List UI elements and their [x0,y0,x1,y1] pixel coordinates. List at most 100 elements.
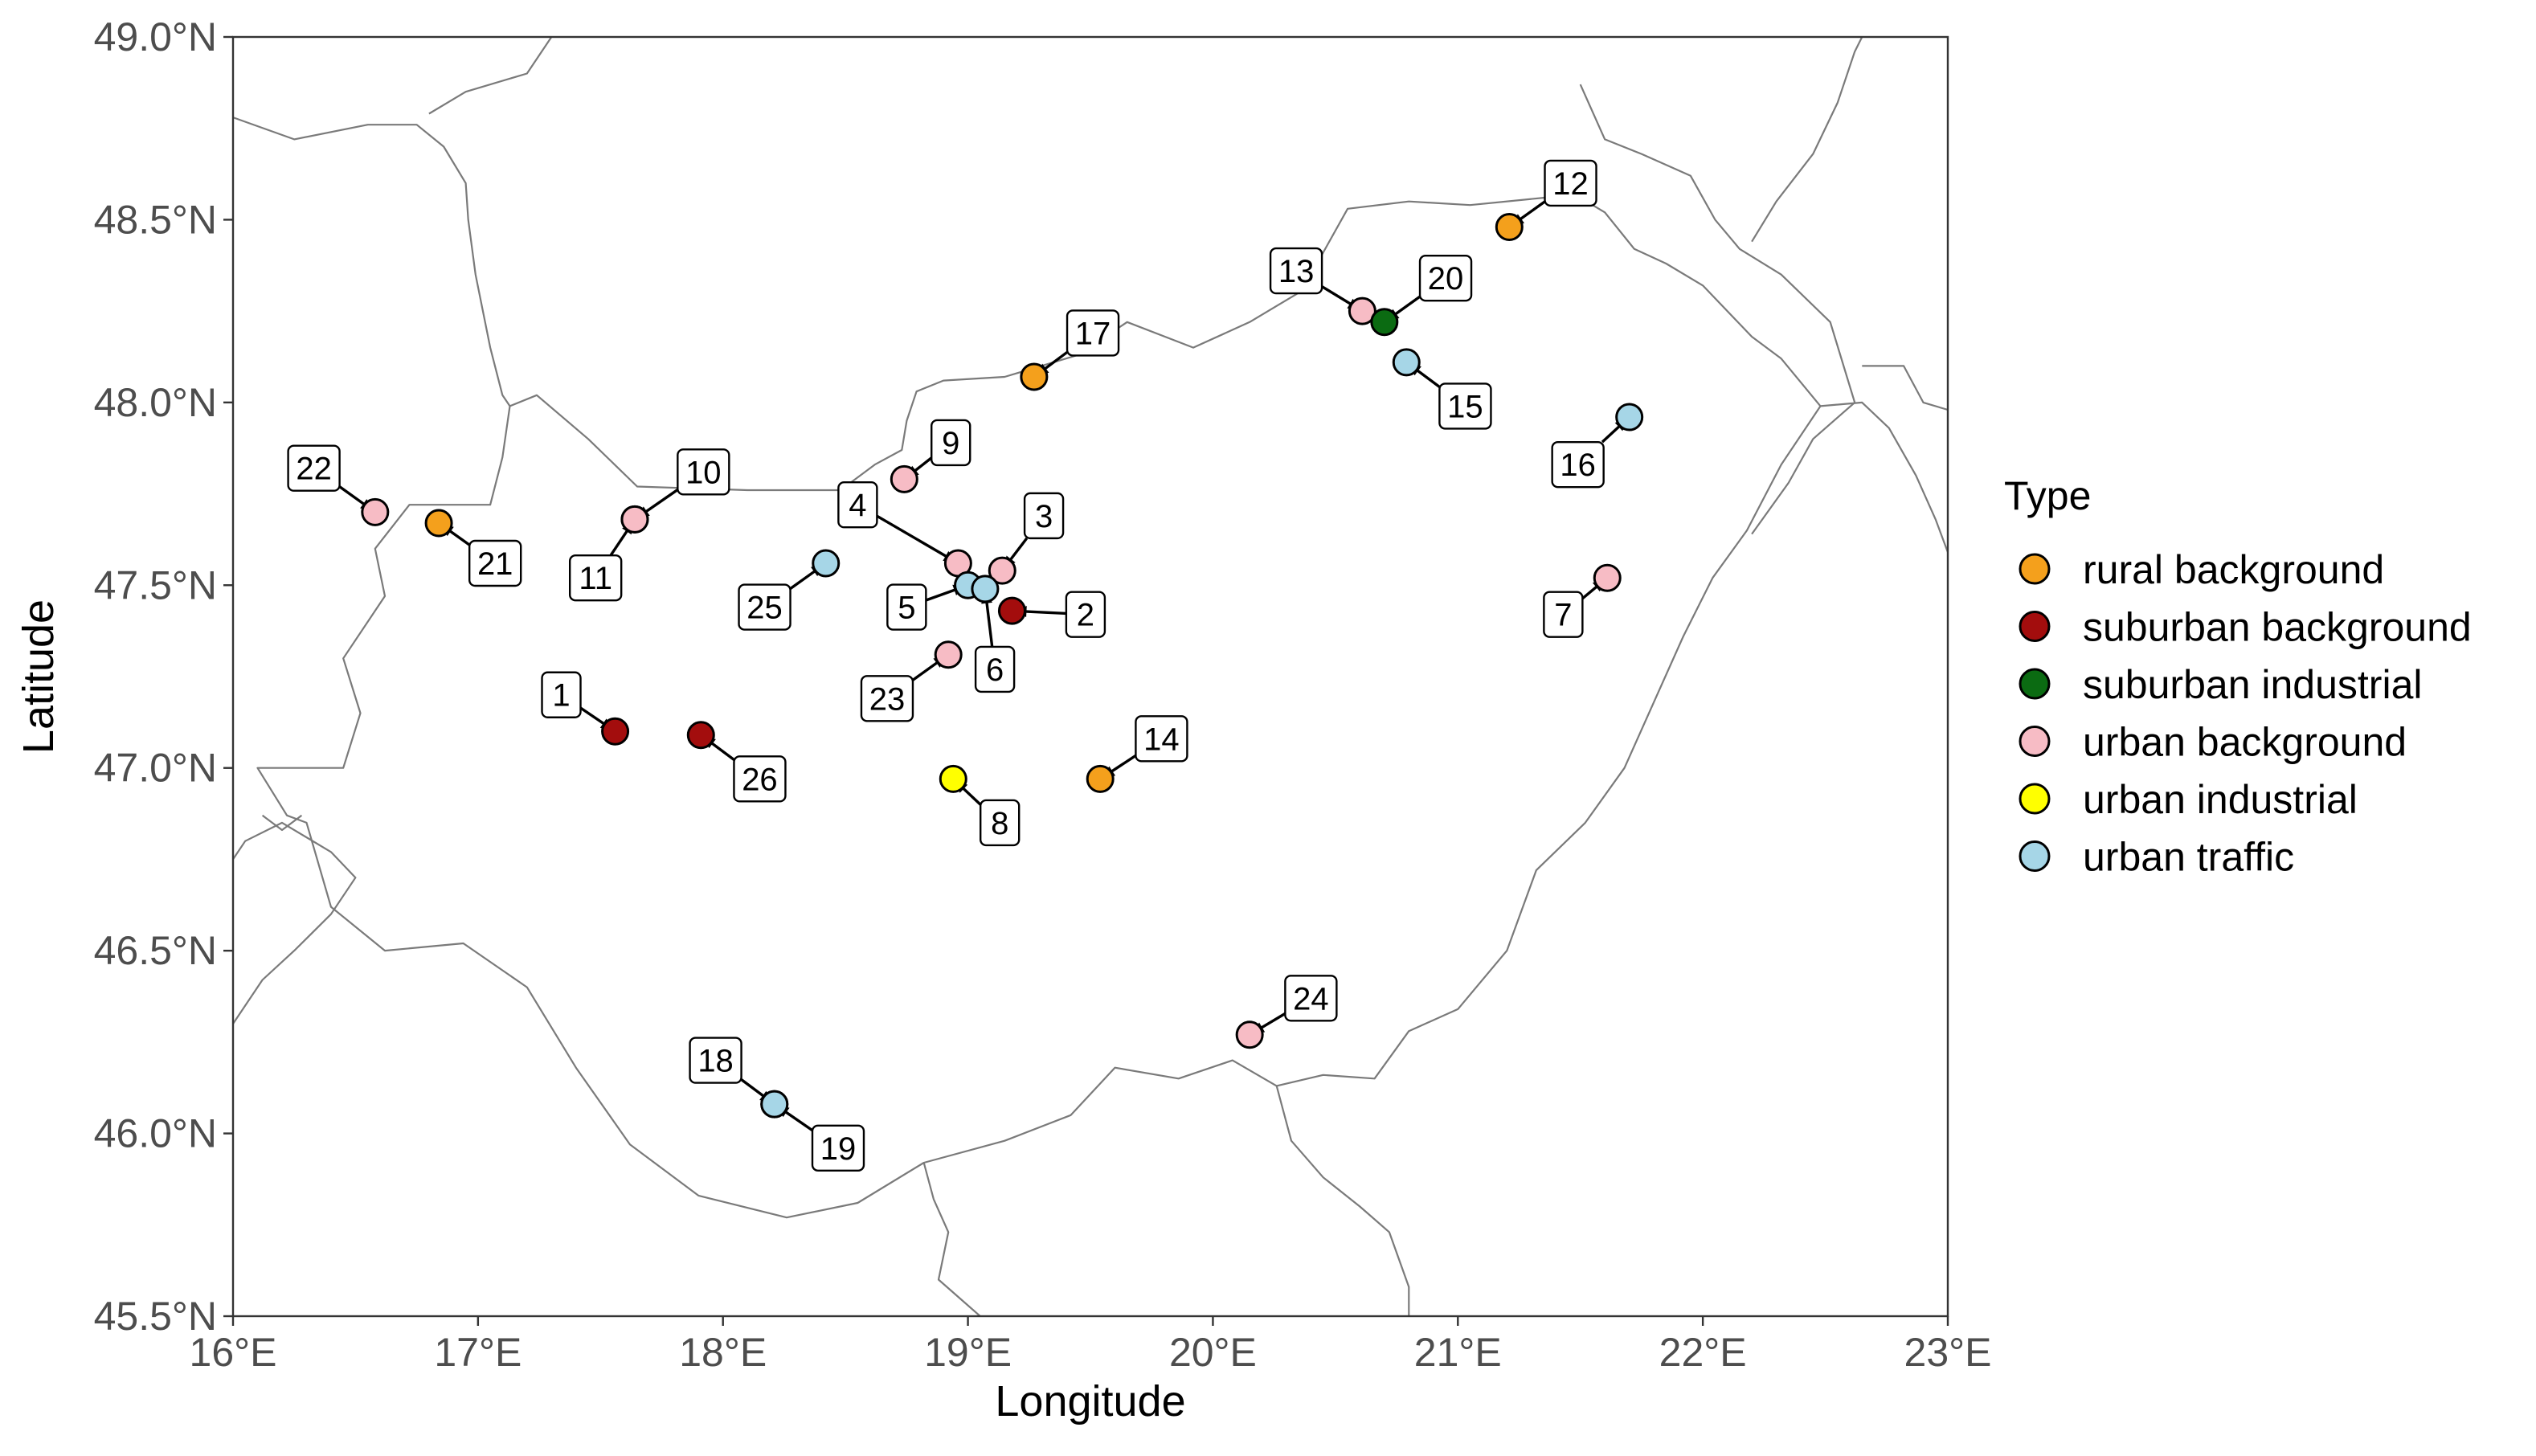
site-point-16 [1615,403,1644,431]
site-label-4: 4 [849,488,866,523]
site-label-2: 2 [1077,598,1094,633]
y-tick-label: 46.0°N [94,1111,217,1156]
x-tick-label: 20°E [1169,1330,1257,1375]
site-label-box-10 [677,448,730,496]
site-point-22 [361,497,390,526]
legend-label-suburban-industrial: suburban industrial [2083,662,2423,707]
legend-key-urban-industrial [2019,783,2051,815]
x-tick-label: 22°E [1659,1330,1747,1375]
site-label-box-8 [980,799,1021,847]
site-label-box-18 [689,1037,742,1084]
plot-frame [231,35,1949,1318]
y-tick-label: 48.5°N [94,197,217,242]
site-label-10: 10 [685,455,722,490]
border-line-11 [1862,365,1948,411]
site-label-box-9 [931,419,971,467]
y-tick-label: 47.5°N [94,562,217,607]
site-point-12 [1495,213,1524,242]
site-point-15 [1392,348,1421,377]
site-label-24: 24 [1293,981,1329,1016]
legend-label-urban-industrial: urban industrial [2083,777,2358,822]
site-label-box-6 [974,645,1016,693]
leader-line-4 [876,514,956,563]
border-line-6 [922,1162,981,1316]
y-tick-label: 45.5°N [94,1294,217,1339]
site-label-20: 20 [1428,261,1464,297]
site-point-11 [620,505,649,534]
site-point-25 [812,549,841,578]
country-borders [233,37,1948,1316]
site-label-14: 14 [1143,722,1180,757]
border-line-5 [233,821,357,1025]
y-tick-label: 48.0°N [94,380,217,425]
site-label-box-5 [886,583,927,631]
legend: Type rural background suburban background… [2004,473,2472,880]
site-label-6: 6 [986,652,1004,688]
site-point-20 [1370,308,1399,337]
border-line-4 [261,814,303,832]
site-label-23: 23 [869,681,906,717]
site-point-21 [424,509,453,538]
site-label-box-23 [860,675,914,722]
site-label-box-16 [1551,440,1605,489]
border-line-10 [1751,37,1863,243]
site-point-6 [971,575,1000,603]
border-line-7 [1275,1086,1410,1316]
site-point-26 [686,721,715,750]
y-tick-label: 47.0°N [94,746,217,791]
site-label-18: 18 [697,1044,734,1079]
site-label-box-12 [1544,159,1597,207]
legend-label-suburban-background: suburban background [2083,605,2472,650]
site-label-box-25 [738,583,791,631]
site-label-box-11 [568,554,623,602]
site-point-13 [1348,297,1376,325]
border-line-9 [1579,84,1856,535]
site-label-8: 8 [991,806,1008,841]
site-label-box-20 [1418,255,1473,302]
x-tick-label: 19°E [924,1330,1012,1375]
site-label-5: 5 [898,591,915,626]
site-label-box-22 [287,444,341,492]
site-label-box-17 [1066,309,1120,357]
legend-key-urban-background [2019,726,2051,757]
site-label-11: 11 [579,561,612,596]
x-tick-label: 17°E [434,1330,522,1375]
site-label-26: 26 [742,762,778,797]
legend-label-urban-background: urban background [2083,720,2407,765]
y-tick-label: 46.5°N [94,928,217,973]
legend-label-rural-background: rural background [2083,547,2384,592]
site-label-box-15 [1438,382,1492,430]
site-point-7 [1593,563,1622,592]
site-label-box-24 [1284,975,1338,1022]
site-point-23 [934,640,963,669]
x-tick-label: 16°E [190,1330,277,1375]
x-tick-label: 18°E [679,1330,767,1375]
site-label-25: 25 [746,591,783,626]
border-line-1 [233,117,511,407]
site-points [361,213,1644,1119]
site-label-17: 17 [1075,316,1111,351]
site-point-9 [890,464,918,493]
site-point-24 [1235,1020,1264,1049]
site-label-box-1 [541,671,582,718]
site-labels: 1234567891011121314151617181920212223242… [287,159,1605,1172]
legend-key-suburban-industrial [2019,668,2051,700]
site-label-13: 13 [1278,254,1315,289]
legend-key-suburban-background [2019,611,2051,642]
site-label-box-2 [1065,591,1106,638]
legend-key-urban-traffic [2019,840,2051,872]
site-label-box-7 [1543,591,1584,638]
site-label-box-26 [733,755,787,803]
site-label-box-21 [468,539,522,587]
site-label-12: 12 [1552,166,1589,202]
site-label-15: 15 [1447,389,1483,424]
border-line-2 [509,189,1948,553]
site-point-2 [997,596,1026,625]
legend-label-urban-traffic: urban traffic [2083,835,2294,880]
site-label-3: 3 [1035,499,1053,534]
y-axis-title: Latitude [14,599,63,754]
site-point-19 [760,1090,789,1119]
y-tick-label: 49.0°N [94,14,217,59]
site-label-16: 16 [1560,448,1596,483]
